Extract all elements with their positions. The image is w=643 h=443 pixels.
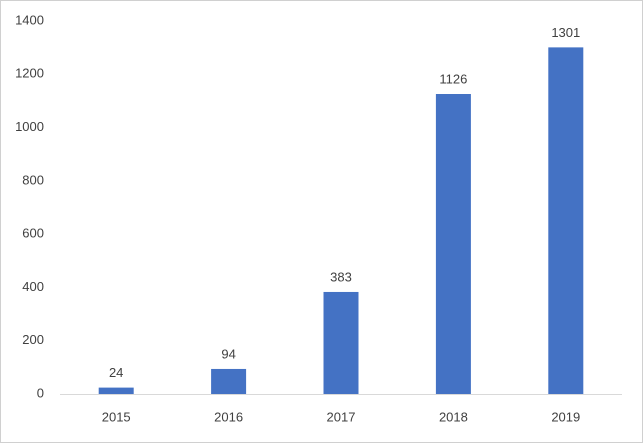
x-tick-label: 2015 [102, 409, 131, 424]
x-tick-label: 2016 [214, 409, 243, 424]
data-label: 24 [109, 365, 123, 380]
bar [548, 47, 584, 394]
bar [323, 291, 359, 394]
bar [435, 94, 471, 394]
y-tick-label: 200 [22, 332, 44, 347]
x-tick-label: 2017 [327, 409, 356, 424]
x-tick-label: 2018 [439, 409, 468, 424]
data-label: 383 [330, 269, 352, 284]
data-label: 1126 [439, 71, 467, 86]
y-tick-label: 800 [22, 172, 44, 187]
y-tick-label: 400 [22, 279, 44, 294]
y-tick-label: 600 [22, 226, 44, 241]
y-tick-label: 0 [37, 385, 44, 400]
data-label: 1301 [551, 25, 580, 40]
data-label: 94 [221, 346, 235, 361]
y-tick-label: 1000 [15, 119, 44, 134]
x-tick-label: 2019 [551, 409, 580, 424]
y-tick-label: 1200 [15, 66, 44, 81]
y-tick-label: 1400 [15, 12, 44, 27]
bar [98, 387, 134, 394]
bar [211, 368, 247, 394]
